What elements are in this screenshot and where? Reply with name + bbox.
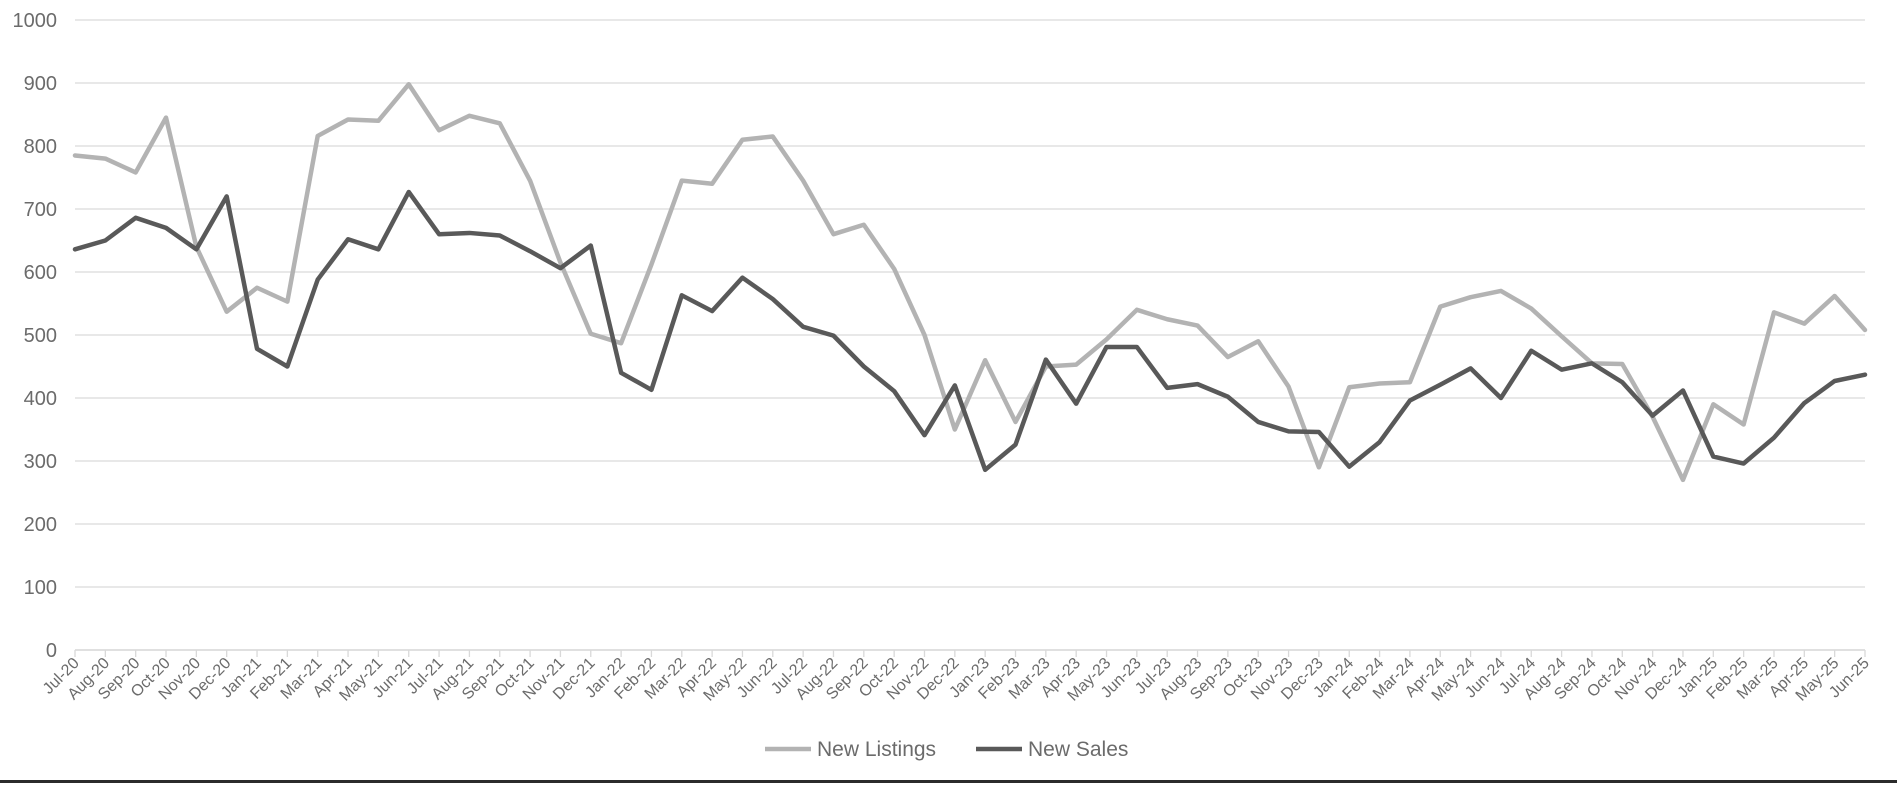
series-line-new-sales: [72, 189, 1868, 473]
y-axis-ticks: 0 100 200 300 400 500 600 700 800 900 1000: [13, 10, 58, 662]
y-tick-label: 100: [24, 577, 57, 599]
y-tick-label: 900: [24, 73, 57, 95]
y-tick-label: 800: [24, 136, 57, 158]
series-line-new-listings: [72, 82, 1868, 483]
y-tick-label: 500: [24, 325, 57, 347]
legend: New Listings New Sales: [765, 738, 1128, 761]
y-tick-label: 300: [24, 451, 57, 473]
y-tick-label: 1000: [13, 10, 58, 32]
x-axis: Jul-20Aug-20Sep-20Oct-20Nov-20Dec-20Jan-…: [40, 649, 1873, 705]
y-tick-label: 400: [24, 388, 57, 410]
series-lines: [72, 82, 1868, 483]
bottom-border: [0, 780, 1897, 783]
y-tick-label: 700: [24, 199, 57, 221]
y-tick-label: 200: [24, 514, 57, 536]
legend-label: New Sales: [1028, 738, 1128, 761]
gridlines: [75, 19, 1865, 651]
y-tick-label: 0: [46, 640, 57, 662]
legend-label: New Listings: [817, 738, 936, 761]
y-tick-label: 600: [24, 262, 57, 284]
